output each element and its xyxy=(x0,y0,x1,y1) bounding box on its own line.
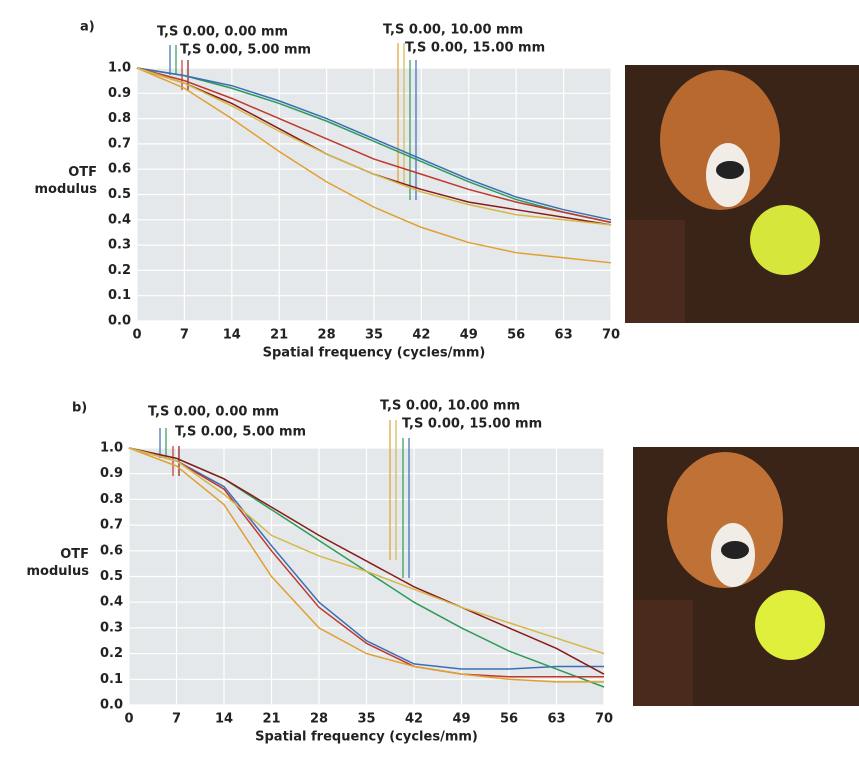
x-tick-label: 7 xyxy=(180,328,189,343)
y-axis-title: modulus xyxy=(35,182,98,197)
figure: a) T,S 0.00, 0.00 mm T,S 0.00, 5.00 mm T,S … xyxy=(0,0,859,764)
y-axis-title: OTF xyxy=(68,165,97,180)
y-tick-label: 0.7 xyxy=(100,518,123,533)
y-tick-label: 0.7 xyxy=(108,136,131,151)
y-tick-label: 0.9 xyxy=(100,466,123,481)
x-tick-label: 21 xyxy=(262,712,280,727)
y-tick-label: 0.2 xyxy=(108,263,131,278)
y-tick-label: 0.1 xyxy=(100,672,123,687)
panel-label: b) xyxy=(72,401,87,416)
y-tick-label: 0.6 xyxy=(108,162,131,177)
y-tick-label: 0.8 xyxy=(108,111,131,126)
x-tick-label: 0 xyxy=(124,712,133,727)
x-tick-label: 49 xyxy=(460,328,478,343)
y-tick-label: 1.0 xyxy=(108,61,131,76)
y-tick-label: 0.8 xyxy=(100,492,123,507)
x-tick-label: 35 xyxy=(365,328,383,343)
y-tick-label: 0.5 xyxy=(100,569,123,584)
x-tick-label: 70 xyxy=(602,328,620,343)
x-tick-label: 14 xyxy=(223,328,241,343)
field-annotation: T,S 0.00, 0.00 mm xyxy=(148,405,279,420)
x-tick-label: 49 xyxy=(452,712,470,727)
y-tick-label: 0.4 xyxy=(100,595,123,610)
y-tick-label: 1.0 xyxy=(100,441,123,456)
x-tick-label: 28 xyxy=(318,328,336,343)
y-axis-title: modulus xyxy=(27,564,90,579)
y-tick-label: 0.0 xyxy=(100,698,123,713)
panel-label: a) xyxy=(80,20,95,35)
x-axis-title: Spatial frequency (cycles/mm) xyxy=(263,346,486,361)
field-annotation: T,S 0.00, 0.00 mm xyxy=(157,25,288,40)
field-annotation: T,S 0.00, 5.00 mm xyxy=(175,425,306,440)
field-annotation: T,S 0.00, 5.00 mm xyxy=(180,43,311,58)
x-tick-label: 56 xyxy=(507,328,525,343)
x-axis-title: Spatial frequency (cycles/mm) xyxy=(255,730,478,745)
x-tick-label: 42 xyxy=(412,328,430,343)
photo-a xyxy=(625,65,859,323)
photo-b xyxy=(633,447,859,706)
y-axis-title: OTF xyxy=(60,547,89,562)
x-tick-label: 70 xyxy=(595,712,613,727)
field-annotation: T,S 0.00, 15.00 mm xyxy=(405,41,545,56)
x-tick-label: 42 xyxy=(405,712,423,727)
field-annotation: T,S 0.00, 15.00 mm xyxy=(402,417,542,432)
y-tick-label: 0.9 xyxy=(108,86,131,101)
y-tick-label: 0.4 xyxy=(108,212,131,227)
y-tick-label: 0.6 xyxy=(100,543,123,558)
y-tick-label: 0.0 xyxy=(108,314,131,329)
x-tick-label: 21 xyxy=(270,328,288,343)
y-tick-label: 0.5 xyxy=(108,187,131,202)
field-annotation: T,S 0.00, 10.00 mm xyxy=(380,399,520,414)
x-tick-label: 7 xyxy=(172,712,181,727)
x-tick-label: 0 xyxy=(132,328,141,343)
x-tick-label: 35 xyxy=(357,712,375,727)
y-tick-label: 0.1 xyxy=(108,288,131,303)
x-tick-label: 14 xyxy=(215,712,233,727)
field-annotation: T,S 0.00, 10.00 mm xyxy=(383,23,523,38)
x-tick-label: 63 xyxy=(547,712,565,727)
y-tick-label: 0.3 xyxy=(100,620,123,635)
x-tick-label: 28 xyxy=(310,712,328,727)
x-tick-label: 56 xyxy=(500,712,518,727)
x-tick-label: 63 xyxy=(555,328,573,343)
y-tick-label: 0.3 xyxy=(108,238,131,253)
y-tick-label: 0.2 xyxy=(100,646,123,661)
